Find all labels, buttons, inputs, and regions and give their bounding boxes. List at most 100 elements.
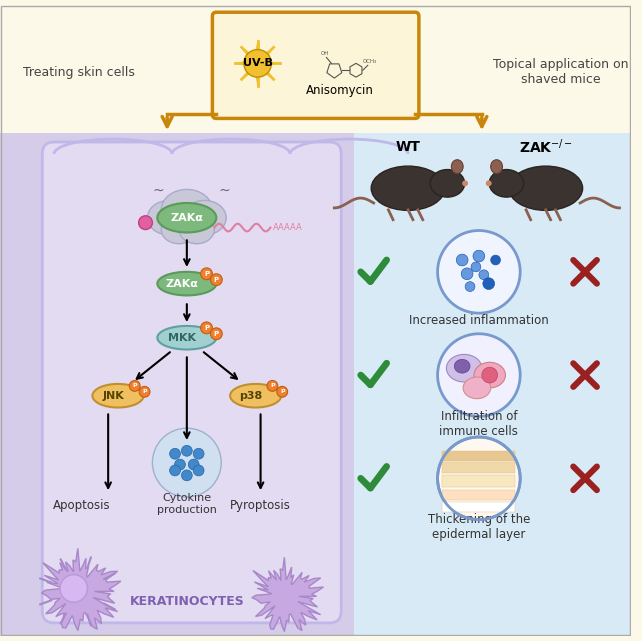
Text: P: P bbox=[132, 383, 137, 388]
Text: Thickening of the
epidermal layer: Thickening of the epidermal layer bbox=[428, 513, 530, 542]
FancyBboxPatch shape bbox=[0, 133, 354, 636]
Circle shape bbox=[482, 367, 498, 383]
Polygon shape bbox=[241, 71, 250, 80]
Circle shape bbox=[129, 381, 140, 391]
Circle shape bbox=[188, 459, 199, 470]
Circle shape bbox=[438, 334, 520, 417]
Ellipse shape bbox=[489, 170, 524, 197]
FancyBboxPatch shape bbox=[442, 502, 516, 512]
Text: OH: OH bbox=[320, 51, 329, 56]
Circle shape bbox=[60, 575, 87, 603]
Circle shape bbox=[169, 465, 180, 476]
Circle shape bbox=[461, 268, 473, 279]
Ellipse shape bbox=[230, 384, 281, 408]
Polygon shape bbox=[252, 557, 324, 631]
Polygon shape bbox=[234, 61, 245, 65]
Text: MKK: MKK bbox=[168, 333, 196, 343]
Polygon shape bbox=[270, 61, 281, 65]
Text: ZAKα: ZAKα bbox=[166, 279, 198, 288]
Ellipse shape bbox=[183, 201, 226, 235]
Circle shape bbox=[483, 278, 494, 290]
Circle shape bbox=[169, 448, 180, 459]
Circle shape bbox=[267, 381, 278, 391]
FancyBboxPatch shape bbox=[442, 451, 516, 461]
Text: OCH₃: OCH₃ bbox=[363, 60, 377, 64]
Circle shape bbox=[211, 328, 222, 340]
Text: Infiltration of
immune cells: Infiltration of immune cells bbox=[439, 410, 518, 438]
Circle shape bbox=[277, 387, 288, 397]
Ellipse shape bbox=[371, 166, 445, 210]
Text: Treating skin cells: Treating skin cells bbox=[22, 66, 135, 79]
Polygon shape bbox=[265, 47, 274, 56]
FancyBboxPatch shape bbox=[42, 142, 341, 623]
Circle shape bbox=[462, 180, 468, 187]
Ellipse shape bbox=[509, 166, 583, 210]
FancyBboxPatch shape bbox=[213, 12, 419, 119]
Text: P: P bbox=[270, 383, 275, 388]
FancyBboxPatch shape bbox=[354, 133, 631, 636]
Circle shape bbox=[456, 254, 468, 266]
Circle shape bbox=[490, 255, 501, 265]
Text: AAAAA: AAAAA bbox=[273, 223, 303, 232]
Text: p38: p38 bbox=[239, 391, 263, 401]
Text: WT: WT bbox=[395, 140, 421, 154]
Text: JNK: JNK bbox=[102, 391, 124, 401]
Circle shape bbox=[438, 231, 520, 313]
Circle shape bbox=[139, 387, 150, 397]
FancyBboxPatch shape bbox=[442, 490, 516, 500]
Circle shape bbox=[479, 270, 489, 279]
Polygon shape bbox=[256, 76, 260, 87]
Text: P: P bbox=[204, 271, 209, 277]
Text: P: P bbox=[214, 277, 219, 283]
Text: Cytokine
production: Cytokine production bbox=[157, 493, 217, 515]
Polygon shape bbox=[265, 71, 274, 80]
Circle shape bbox=[471, 262, 481, 272]
Circle shape bbox=[211, 274, 222, 286]
Ellipse shape bbox=[463, 377, 490, 399]
Text: P: P bbox=[280, 389, 284, 394]
Text: ~: ~ bbox=[152, 184, 164, 198]
Ellipse shape bbox=[446, 354, 482, 382]
FancyBboxPatch shape bbox=[442, 462, 516, 474]
Ellipse shape bbox=[455, 360, 470, 373]
Text: Pyroptosis: Pyroptosis bbox=[230, 499, 291, 512]
Text: ~: ~ bbox=[218, 184, 230, 198]
Circle shape bbox=[139, 216, 152, 229]
Polygon shape bbox=[244, 49, 272, 77]
Ellipse shape bbox=[148, 201, 191, 235]
Circle shape bbox=[193, 465, 204, 476]
Text: Increased inflammation: Increased inflammation bbox=[409, 315, 549, 328]
Polygon shape bbox=[42, 549, 121, 631]
Ellipse shape bbox=[157, 203, 216, 233]
Circle shape bbox=[200, 322, 213, 334]
Ellipse shape bbox=[451, 160, 463, 174]
Text: P: P bbox=[143, 389, 147, 394]
Text: Anisomycin: Anisomycin bbox=[306, 84, 374, 97]
Circle shape bbox=[200, 268, 213, 279]
Text: P: P bbox=[214, 331, 219, 337]
Circle shape bbox=[182, 470, 192, 481]
Ellipse shape bbox=[157, 272, 216, 296]
Circle shape bbox=[465, 281, 475, 292]
Ellipse shape bbox=[157, 326, 216, 349]
Ellipse shape bbox=[430, 170, 465, 197]
Circle shape bbox=[486, 180, 492, 187]
Circle shape bbox=[182, 445, 192, 456]
Ellipse shape bbox=[490, 160, 503, 174]
Text: Apoptosis: Apoptosis bbox=[53, 499, 110, 512]
Circle shape bbox=[473, 250, 485, 262]
Circle shape bbox=[193, 448, 204, 459]
Text: P: P bbox=[204, 325, 209, 331]
Polygon shape bbox=[241, 47, 250, 56]
FancyBboxPatch shape bbox=[442, 476, 516, 487]
Text: Topical application on
shaved mice: Topical application on shaved mice bbox=[493, 58, 629, 86]
Circle shape bbox=[152, 428, 221, 497]
Text: ZAK$^{-/-}$: ZAK$^{-/-}$ bbox=[519, 138, 573, 156]
Ellipse shape bbox=[161, 190, 213, 230]
Ellipse shape bbox=[161, 215, 196, 244]
Ellipse shape bbox=[474, 362, 505, 388]
Ellipse shape bbox=[179, 215, 214, 244]
Polygon shape bbox=[256, 40, 260, 51]
Text: KERATINOCYTES: KERATINOCYTES bbox=[130, 595, 244, 608]
FancyBboxPatch shape bbox=[0, 5, 631, 133]
